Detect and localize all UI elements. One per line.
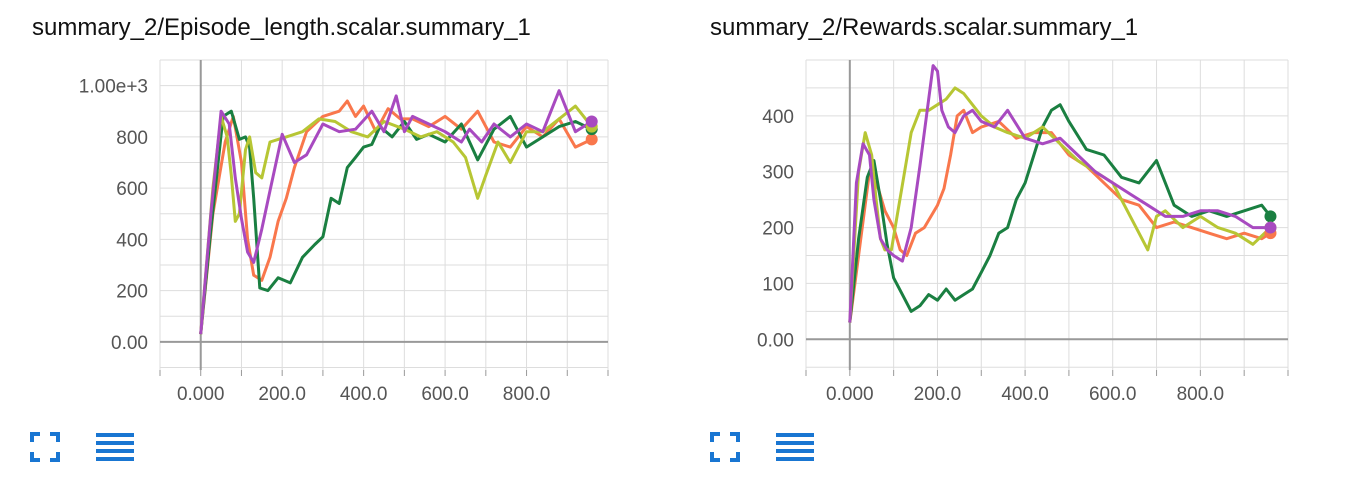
y-tick-label: 200	[762, 219, 794, 240]
y-tick-label: 200	[116, 282, 148, 303]
series-end-marker-purple	[585, 115, 598, 128]
list-icon[interactable]	[96, 432, 134, 469]
x-tick-label: 800.0	[503, 384, 551, 405]
x-tick-label: 400.0	[340, 384, 388, 405]
series-line-purple	[848, 64, 1271, 323]
y-tick-label: 600	[116, 179, 148, 200]
x-tick-label: 600.0	[421, 384, 469, 405]
y-tick-label: 300	[762, 163, 794, 184]
fullscreen-icon[interactable]	[710, 432, 740, 467]
series-line-purple	[199, 89, 593, 335]
x-tick-label: 400.0	[1001, 384, 1049, 405]
y-tick-label: 400	[762, 107, 794, 128]
series-line-green	[848, 103, 1272, 323]
y-tick-label: 1.00e+3	[79, 77, 148, 98]
x-tick-label: 200.0	[914, 384, 962, 405]
y-tick-label: 100	[762, 274, 794, 295]
line-chart[interactable]: 0.000 200.0 400.0 600.0 800.0 0.00 200 400 600 80…	[0, 50, 660, 420]
chart-card-episode-length: summary_2/Episode_length.scalar.summary_…	[0, 0, 660, 498]
y-tick-label: 0.00	[111, 333, 148, 354]
chart-title: summary_2/Episode_length.scalar.summary_…	[32, 14, 531, 41]
series-line-orange	[199, 99, 593, 335]
x-tick-label: 200.0	[258, 384, 306, 405]
series-end-marker-orange	[585, 133, 598, 146]
grid	[159, 59, 609, 376]
y-tick-label: 0.00	[757, 330, 794, 351]
chart-card-rewards: summary_2/Rewards.scalar.summary_1 0.000…	[676, 0, 1336, 498]
series-line-lime	[848, 86, 1272, 323]
list-icon[interactable]	[776, 432, 814, 469]
x-tick-label: 0.000	[177, 384, 225, 405]
series-end-marker-green	[1264, 210, 1277, 223]
chart-title: summary_2/Rewards.scalar.summary_1	[710, 14, 1139, 41]
fullscreen-icon[interactable]	[30, 432, 60, 467]
x-tick-label: 0.000	[826, 384, 874, 405]
y-tick-label: 800	[116, 128, 148, 149]
y-tick-label: 400	[116, 230, 148, 251]
series-line-lime	[199, 104, 593, 335]
series-end-marker-purple	[1264, 221, 1277, 234]
line-chart[interactable]: 0.000 200.0 400.0 600.0 800.0 0.00 100 200 300 40…	[676, 50, 1336, 420]
x-tick-label: 600.0	[1089, 384, 1137, 405]
x-tick-label: 800.0	[1177, 384, 1225, 405]
series-line-green	[199, 109, 593, 335]
